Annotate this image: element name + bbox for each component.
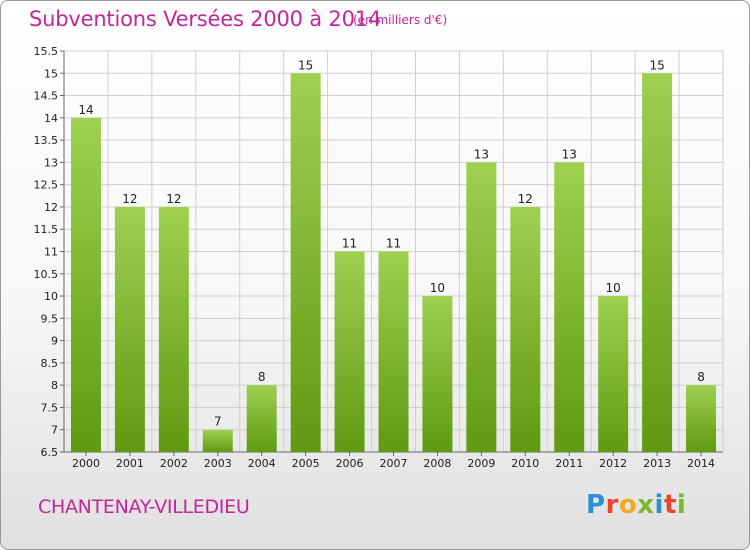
x-tick-label: 2008 — [423, 457, 451, 470]
logo-letter: i — [676, 490, 687, 520]
x-tick-label: 2005 — [292, 457, 320, 470]
y-tick-label: 13 — [44, 156, 58, 169]
logo-letter: r — [605, 490, 619, 520]
data-label: 12 — [166, 192, 181, 206]
bar-2014 — [686, 385, 717, 452]
bar-2011 — [554, 162, 585, 452]
data-label: 8 — [258, 370, 266, 384]
x-tick-label: 2002 — [160, 457, 188, 470]
data-label: 15 — [649, 58, 664, 72]
x-tick-label: 2009 — [467, 457, 495, 470]
x-tick-label: 2011 — [555, 457, 583, 470]
commune-name: CHANTENAY-VILLEDIEU — [38, 496, 250, 518]
data-label: 12 — [122, 192, 137, 206]
data-label: 14 — [78, 103, 93, 117]
bar-2006 — [334, 251, 365, 452]
y-tick-label: 12.5 — [34, 179, 59, 192]
y-tick-label: 8.5 — [41, 357, 59, 370]
y-tick-label: 14.5 — [34, 90, 59, 103]
logo-letter: x — [637, 490, 655, 520]
data-label: 8 — [697, 370, 705, 384]
y-tick-label: 7.5 — [41, 401, 59, 414]
y-tick-label: 8 — [51, 379, 58, 392]
x-tick-label: 2010 — [511, 457, 539, 470]
bar-2008 — [422, 296, 453, 452]
y-tick-label: 14 — [44, 112, 58, 125]
data-label: 11 — [386, 237, 401, 251]
data-label: 15 — [298, 58, 313, 72]
x-tick-label: 2007 — [380, 457, 408, 470]
logo-letter: P — [586, 490, 606, 520]
y-tick-label: 6.5 — [41, 446, 59, 459]
data-label: 12 — [518, 192, 533, 206]
y-tick-label: 9.5 — [41, 312, 59, 325]
logo-letter: i — [654, 490, 664, 520]
bar-2010 — [510, 206, 541, 452]
bar-2012 — [598, 296, 629, 452]
y-tick-label: 13.5 — [34, 134, 59, 147]
logo-letter: t — [663, 490, 677, 520]
data-label: 7 — [214, 415, 222, 429]
bar-2007 — [378, 251, 409, 452]
tick-labels: 6.5 7 7.5 8 8.5 9 9.5 10 10.5 11 11.5 12 12.5 13 13.5 1… — [34, 45, 716, 470]
y-tick-label: 10 — [44, 290, 58, 303]
proxiti-logo: Proxiti — [586, 490, 686, 520]
y-tick-label: 7 — [51, 424, 58, 437]
y-tick-label: 15.5 — [34, 45, 59, 58]
x-tick-label: 2012 — [599, 457, 627, 470]
x-tick-label: 2000 — [72, 457, 100, 470]
bar-2005 — [290, 73, 321, 453]
bar-2009 — [466, 162, 497, 452]
x-tick-label: 2004 — [248, 457, 276, 470]
data-label: 13 — [562, 147, 577, 161]
data-label: 13 — [474, 147, 489, 161]
x-tick-label: 2014 — [687, 457, 715, 470]
chart-subtitle: (en milliers d'€) — [353, 13, 448, 27]
x-tick-label: 2006 — [336, 457, 364, 470]
y-tick-label: 9 — [51, 335, 58, 348]
bar-2004 — [246, 385, 277, 452]
bar-2013 — [642, 73, 673, 453]
bar-2000 — [70, 117, 101, 452]
data-label: 10 — [430, 281, 445, 295]
logo-letter: o — [618, 490, 638, 520]
y-tick-label: 12 — [44, 201, 58, 214]
y-tick-label: 10.5 — [34, 268, 59, 281]
bar-2001 — [114, 206, 145, 452]
x-tick-label: 2001 — [116, 457, 144, 470]
y-tick-label: 15 — [44, 67, 58, 80]
bars — [70, 73, 717, 453]
y-tick-label: 11 — [44, 246, 58, 259]
x-tick-label: 2003 — [204, 457, 232, 470]
chart-title: Subventions Versées 2000 à 2014 — [29, 7, 382, 31]
bar-2002 — [158, 206, 189, 452]
x-tick-label: 2013 — [643, 457, 671, 470]
bar-2003 — [202, 429, 233, 452]
data-label: 11 — [342, 237, 357, 251]
y-tick-label: 11.5 — [34, 223, 59, 236]
data-label: 10 — [606, 281, 621, 295]
